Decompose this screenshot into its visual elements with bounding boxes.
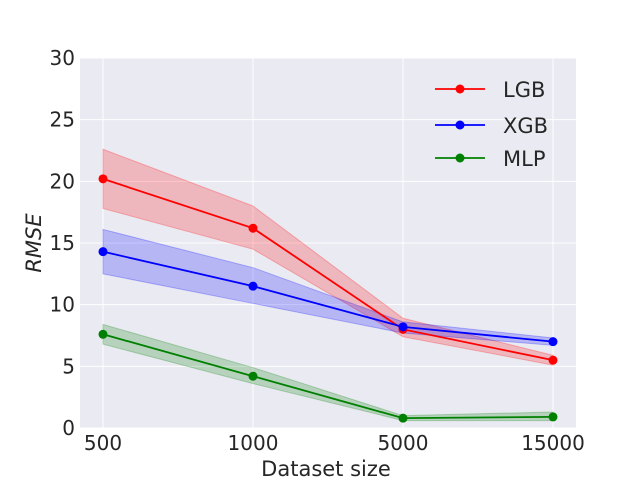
legend-label-lgb: LGB <box>503 78 545 102</box>
point-xgb <box>548 337 558 347</box>
y-tick-label: 10 <box>50 293 75 317</box>
point-lgb <box>248 223 258 233</box>
x-tick-label: 500 <box>84 431 122 455</box>
x-tick-label: 1000 <box>228 431 279 455</box>
y-tick-label: 30 <box>50 46 75 70</box>
line-mlp <box>102 333 554 420</box>
point-mlp <box>248 371 258 381</box>
point-mlp <box>548 412 558 422</box>
series-lines <box>102 178 554 420</box>
point-xgb <box>98 247 108 257</box>
y-tick-label: 5 <box>62 354 75 378</box>
y-tick-labels: 0 5 10 15 20 25 30 <box>50 46 75 440</box>
point-xgb <box>398 322 408 332</box>
y-tick-label: 0 <box>62 416 75 440</box>
y-tick-label: 25 <box>50 108 75 132</box>
legend-marker-xgb <box>455 120 465 130</box>
legend-label-mlp: MLP <box>503 147 545 171</box>
point-lgb <box>548 355 558 365</box>
y-axis-label: RMSE <box>22 213 46 273</box>
x-tick-label: 5000 <box>378 431 429 455</box>
point-mlp <box>98 329 108 339</box>
legend: LGB XGB MLP <box>435 78 548 171</box>
legend-marker-lgb <box>455 84 465 94</box>
legend-label-xgb: XGB <box>503 114 548 138</box>
x-tick-labels: 500 1000 5000 15000 <box>84 431 585 455</box>
band-lgb <box>102 148 554 366</box>
x-tick-label: 15000 <box>521 431 585 455</box>
series-points <box>98 174 558 423</box>
line-lgb <box>102 178 554 362</box>
legend-marker-mlp <box>455 153 465 163</box>
point-mlp <box>398 413 408 423</box>
line-xgb <box>102 250 554 343</box>
point-lgb <box>98 174 108 184</box>
x-axis-label: Dataset size <box>261 457 391 480</box>
y-tick-label: 15 <box>50 231 75 255</box>
y-tick-label: 20 <box>50 169 75 193</box>
point-xgb <box>248 281 258 291</box>
grid-lines <box>80 57 576 429</box>
